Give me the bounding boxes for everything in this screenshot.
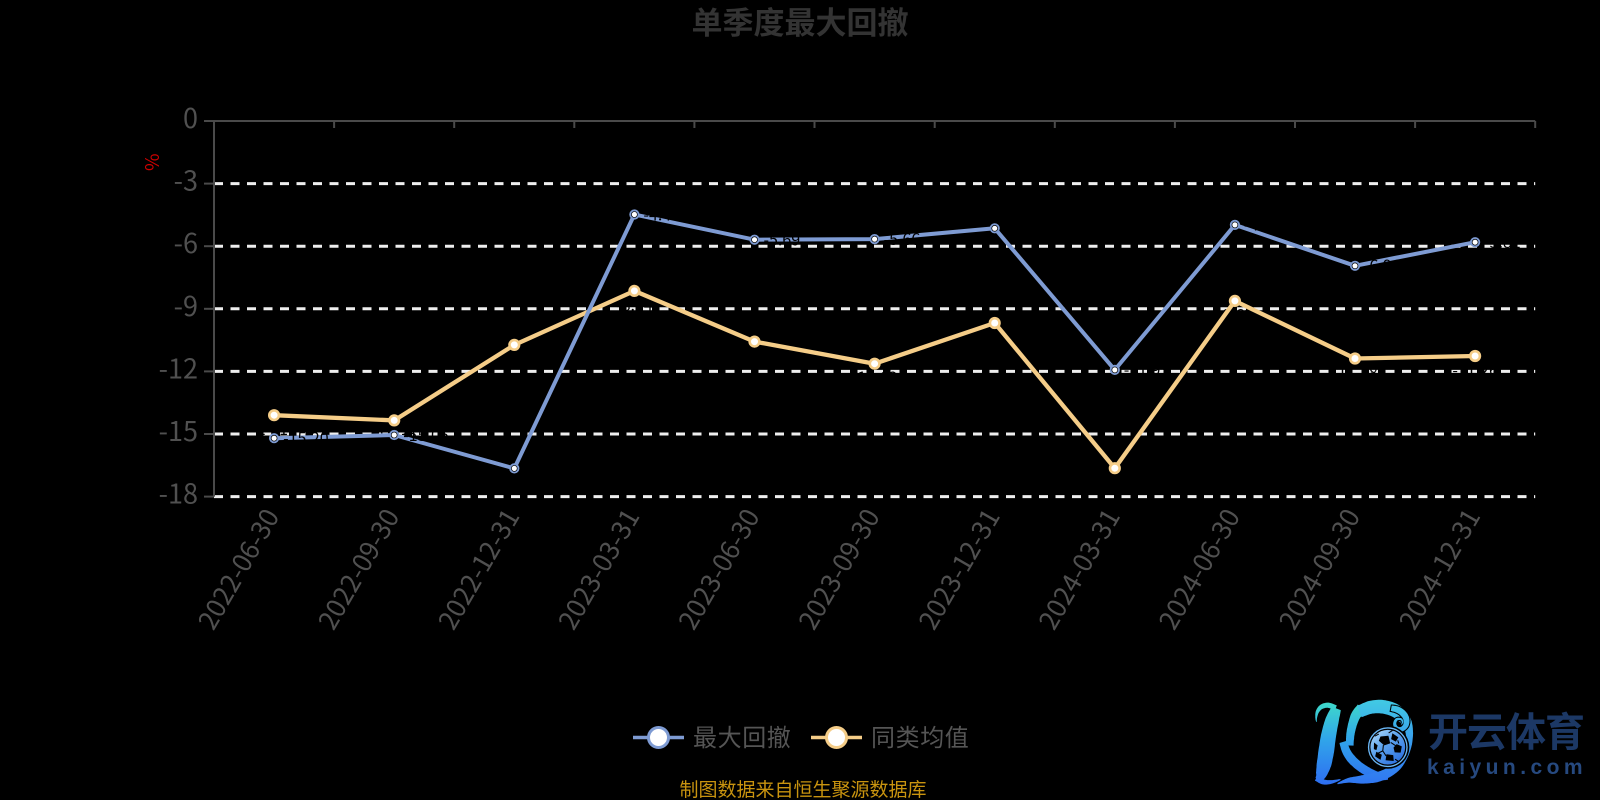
svg-text:2024-03-31: 2024-03-31 <box>1029 502 1128 636</box>
svg-text:-11.93: -11.93 <box>1124 357 1170 381</box>
svg-text:-15.20: -15.20 <box>283 425 329 449</box>
svg-text:-15: -15 <box>159 410 198 449</box>
svg-text:-18: -18 <box>159 473 198 512</box>
svg-text:2023-09-30: 2023-09-30 <box>789 502 888 636</box>
svg-text:-4.48: -4.48 <box>643 201 680 225</box>
svg-text:-12: -12 <box>159 347 198 386</box>
svg-text:制图数据来自恒生聚源数据库: 制图数据来自恒生聚源数据库 <box>679 775 926 800</box>
svg-text:-15.05: -15.05 <box>403 422 449 446</box>
svg-text:-6.94: -6.94 <box>1364 253 1401 277</box>
svg-text:-3: -3 <box>174 160 198 199</box>
svg-text:-9: -9 <box>174 285 198 324</box>
svg-text:kaiyun.com: kaiyun.com <box>1427 756 1587 779</box>
svg-text:-5.81: -5.81 <box>1484 229 1521 253</box>
svg-text:2024-09-30: 2024-09-30 <box>1269 502 1368 636</box>
svg-text:2022-06-30: 2022-06-30 <box>188 502 287 636</box>
svg-text:-6: -6 <box>174 222 198 261</box>
svg-text:2023-03-31: 2023-03-31 <box>549 502 648 636</box>
svg-text:2022-09-30: 2022-09-30 <box>308 502 407 636</box>
svg-text:最大回撤: 最大回撤 <box>693 718 791 753</box>
svg-text:-5.69: -5.69 <box>764 227 801 251</box>
svg-text:同类均值: 同类均值 <box>871 718 969 753</box>
svg-text:-16.65: -16.65 <box>523 455 569 479</box>
svg-text:2024-12-31: 2024-12-31 <box>1389 502 1488 636</box>
svg-text:开云体育: 开云体育 <box>1428 700 1584 758</box>
svg-text:0: 0 <box>183 97 198 136</box>
svg-text:%: % <box>138 154 165 172</box>
svg-text:-5.14: -5.14 <box>1004 215 1041 239</box>
svg-text:-5.66: -5.66 <box>884 226 921 250</box>
svg-text:-4.98: -4.98 <box>1244 212 1281 236</box>
svg-text:2024-06-30: 2024-06-30 <box>1149 502 1248 636</box>
svg-text:单季度最大回撤: 单季度最大回撤 <box>692 0 909 43</box>
svg-text:2023-06-30: 2023-06-30 <box>669 502 768 636</box>
svg-text:2023-12-31: 2023-12-31 <box>909 502 1008 636</box>
svg-text:2022-12-31: 2022-12-31 <box>428 502 527 636</box>
